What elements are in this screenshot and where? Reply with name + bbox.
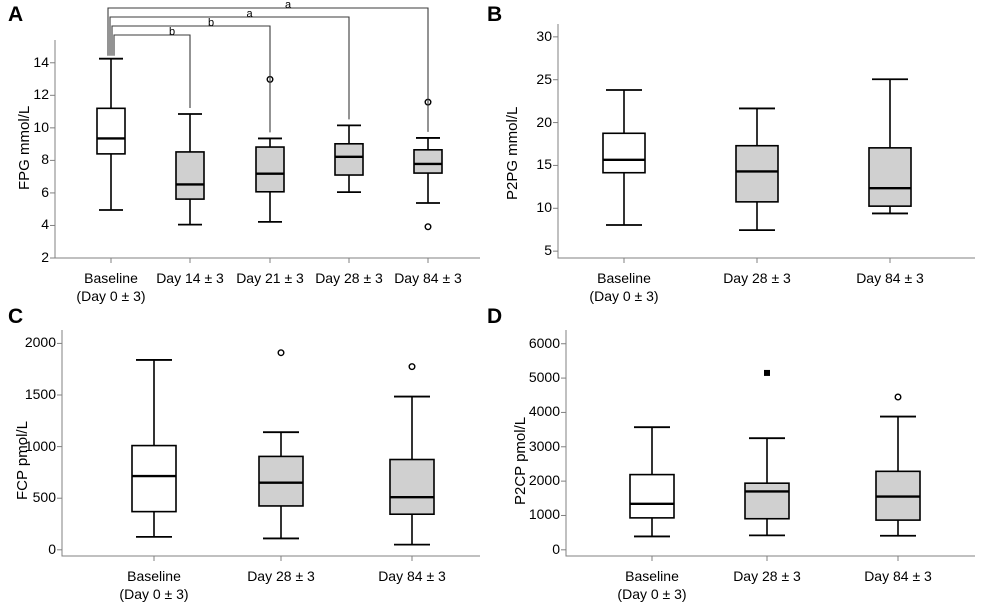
y-tick-label-a-6: 14	[33, 53, 49, 70]
outlier-a-2-0	[266, 75, 274, 83]
box-plot-a-4	[413, 98, 443, 231]
x-tick-label-d-1: Day 28 ± 3	[733, 568, 801, 584]
y-tick-label-d-4: 4000	[528, 403, 560, 420]
x-tick-label2-c-0: (Day 0 ± 3)	[119, 586, 189, 602]
box-iqr-a-1	[175, 151, 205, 200]
outlier-c-1-0	[277, 349, 285, 357]
outlier-a-4-0	[424, 98, 432, 106]
x-tick-label-b-0: Baseline	[597, 270, 651, 286]
box-plot-b-1	[735, 107, 779, 232]
box-plot-d-0	[629, 426, 675, 538]
box-iqr-b-1	[735, 144, 779, 203]
box-plot-a-2	[255, 75, 285, 223]
box-iqr-a-2	[255, 146, 285, 193]
x-tick-label-d-2: Day 84 ± 3	[864, 568, 932, 584]
x-tick-label-c-2: Day 84 ± 3	[378, 568, 446, 584]
significance-label-a-3: b	[168, 26, 176, 38]
y-tick-label-b-2: 15	[536, 156, 552, 173]
box-plot-b-0	[602, 89, 646, 226]
x-tick-label-c-1: Day 28 ± 3	[247, 568, 315, 584]
box-plot-d-1	[744, 369, 790, 537]
box-plot-c-2	[389, 363, 435, 546]
y-tick-label-d-1: 1000	[528, 506, 560, 523]
box-plot-d-2	[875, 393, 921, 537]
box-iqr-a-3	[334, 142, 364, 176]
axis-spine-b	[557, 24, 975, 259]
x-tick-label2-d-0: (Day 0 ± 3)	[617, 586, 687, 602]
box-iqr-d-1	[744, 482, 790, 520]
y-tick-label-d-5: 5000	[528, 369, 560, 386]
box-plot-a-1	[175, 113, 205, 226]
y-tick-label-d-3: 3000	[528, 437, 560, 454]
axis-spine-c	[61, 330, 480, 557]
y-tick-label-c-2: 1000	[24, 437, 56, 454]
x-tick-label-a-3: Day 28 ± 3	[315, 270, 383, 286]
x-tick-label-b-1: Day 28 ± 3	[723, 270, 791, 286]
x-tick-label-a-2: Day 21 ± 3	[236, 270, 304, 286]
x-tick-label2-b-0: (Day 0 ± 3)	[589, 288, 659, 304]
y-tick-label-c-0: 0	[48, 540, 56, 557]
box-iqr-a-4	[413, 149, 443, 174]
y-tick-label-b-5: 30	[536, 27, 552, 44]
significance-bracket-a-0	[107, 7, 429, 132]
y-tick-label-a-5: 12	[33, 86, 49, 103]
box-iqr-a-0	[96, 107, 126, 155]
panel-letter-b: B	[487, 3, 503, 26]
panel-letter-a: A	[8, 3, 24, 26]
y-axis-label-c: FCP pmol/L	[14, 421, 31, 500]
y-tick-label-b-3: 20	[536, 113, 552, 130]
y-tick-label-c-4: 2000	[24, 334, 56, 351]
y-tick-label-a-1: 4	[41, 216, 49, 233]
y-tick-label-c-3: 1500	[24, 386, 56, 402]
box-plot-a-0	[96, 57, 126, 211]
box-iqr-c-2	[389, 458, 435, 516]
y-tick-label-b-0: 5	[544, 242, 552, 259]
y-tick-label-a-2: 6	[41, 183, 49, 200]
box-iqr-c-1	[258, 455, 304, 507]
significance-label-a-1: a	[246, 8, 253, 20]
y-tick-label-b-4: 25	[536, 70, 552, 87]
y-tick-label-a-0: 2	[41, 249, 49, 265]
significance-label-a-0: a	[284, 0, 292, 11]
x-tick-label2-a-0: (Day 0 ± 3)	[76, 288, 146, 304]
y-tick-label-a-4: 10	[33, 118, 49, 135]
y-axis-label-d: P2CP pmol/L	[512, 416, 529, 505]
x-tick-label-a-0: Baseline	[84, 270, 138, 286]
x-tick-label-d-0: Baseline	[625, 568, 679, 584]
box-plot-c-1	[258, 349, 304, 540]
x-tick-label-b-2: Day 84 ± 3	[856, 270, 924, 286]
axis-spine-d	[565, 330, 975, 557]
box-iqr-b-0	[602, 132, 646, 174]
x-tick-label-c-0: Baseline	[127, 568, 181, 584]
panel-letter-c: C	[8, 305, 24, 328]
y-tick-label-c-1: 500	[32, 489, 56, 506]
box-plot-a-3	[334, 124, 364, 194]
significance-bracket-a-3	[113, 34, 191, 109]
x-tick-label-a-1: Day 14 ± 3	[156, 270, 224, 286]
box-plot-b-2	[868, 78, 912, 215]
y-tick-label-b-1: 10	[536, 199, 552, 216]
x-tick-label-a-4: Day 84 ± 3	[394, 270, 462, 286]
outlier-d-1-0	[764, 369, 770, 376]
y-tick-label-a-3: 8	[41, 151, 49, 168]
outlier-c-2-0	[408, 363, 416, 371]
y-tick-label-d-2: 2000	[528, 472, 560, 489]
box-iqr-b-2	[868, 147, 912, 207]
box-iqr-d-0	[629, 473, 675, 519]
y-tick-label-d-6: 6000	[528, 334, 560, 351]
significance-label-a-2: b	[207, 17, 215, 29]
panel-letter-d: D	[487, 305, 503, 328]
axis-spine-a	[54, 40, 480, 259]
significance-bracket-a-2	[111, 25, 271, 133]
box-iqr-d-2	[875, 470, 921, 521]
y-tick-label-d-0: 0	[552, 540, 560, 557]
box-iqr-c-0	[131, 444, 177, 513]
outlier-a-4-1	[424, 223, 432, 231]
significance-bracket-a-1	[109, 16, 350, 120]
outlier-d-2-0	[894, 393, 902, 401]
box-plot-c-0	[131, 359, 177, 538]
